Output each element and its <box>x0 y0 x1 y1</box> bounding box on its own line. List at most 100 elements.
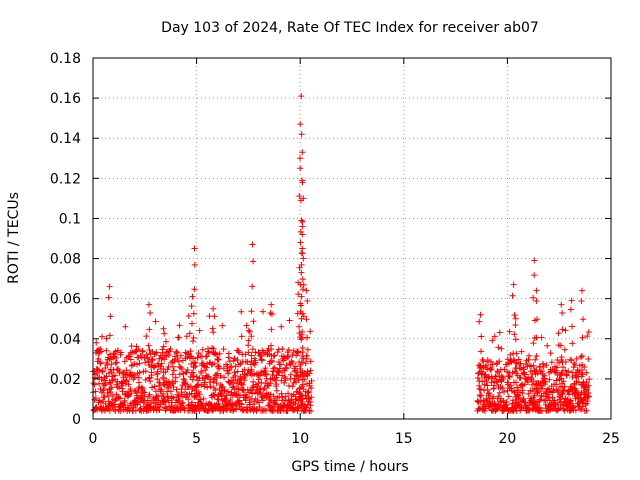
data-point <box>478 392 485 399</box>
data-point <box>161 382 168 389</box>
data-point <box>246 328 253 335</box>
data-point <box>154 370 161 377</box>
data-point <box>535 388 542 395</box>
data-point <box>146 391 153 398</box>
data-point <box>228 389 235 396</box>
data-point <box>306 370 313 377</box>
data-point <box>498 345 505 352</box>
data-point <box>513 384 520 391</box>
data-point <box>299 344 306 351</box>
data-point <box>108 384 115 391</box>
data-point <box>213 351 220 358</box>
data-point <box>549 388 556 395</box>
data-point <box>525 374 532 381</box>
data-point <box>572 389 579 396</box>
data-point <box>259 357 266 364</box>
data-point <box>123 367 130 374</box>
data-point <box>146 375 153 382</box>
data-point <box>248 352 255 359</box>
data-point <box>512 315 519 322</box>
data-point <box>285 353 292 360</box>
data-point <box>299 245 306 252</box>
data-point <box>273 387 280 394</box>
data-point <box>561 383 568 390</box>
data-point <box>177 364 184 371</box>
data-point <box>250 258 257 265</box>
data-point <box>215 356 222 363</box>
data-point <box>250 401 257 408</box>
data-point <box>111 353 118 360</box>
data-point <box>237 392 244 399</box>
data-point <box>214 370 221 377</box>
data-point <box>281 379 288 386</box>
data-point <box>278 323 285 330</box>
data-point <box>496 329 503 336</box>
data-point <box>267 309 274 316</box>
data-point <box>298 359 305 366</box>
y-tick-label: 0.16 <box>50 91 81 107</box>
data-point <box>208 344 215 351</box>
data-point <box>579 352 586 359</box>
data-point <box>559 309 566 316</box>
data-point <box>189 293 196 300</box>
data-point <box>122 323 129 330</box>
data-point <box>540 361 547 368</box>
data-point <box>245 337 252 344</box>
data-point <box>107 313 114 320</box>
data-point <box>165 379 172 386</box>
data-point <box>106 370 113 377</box>
data-point <box>308 377 315 384</box>
data-point <box>145 301 152 308</box>
data-point <box>257 372 264 379</box>
data-point <box>509 369 516 376</box>
data-point <box>303 404 310 411</box>
data-point <box>530 377 537 384</box>
data-point <box>135 346 142 353</box>
data-point <box>494 368 501 375</box>
data-point <box>238 401 245 408</box>
data-point <box>308 407 315 414</box>
data-point <box>558 391 565 398</box>
data-point <box>113 359 120 366</box>
data-point <box>185 312 192 319</box>
data-point <box>138 384 145 391</box>
data-point <box>207 383 214 390</box>
data-point <box>562 367 569 374</box>
data-point <box>214 396 221 403</box>
data-point <box>305 395 312 402</box>
data-point <box>268 358 275 365</box>
data-point <box>273 381 280 388</box>
data-point <box>273 374 280 381</box>
data-point <box>245 349 252 356</box>
data-point <box>569 340 576 347</box>
data-point <box>294 388 301 395</box>
data-point <box>221 374 228 381</box>
data-point <box>294 369 301 376</box>
data-point <box>210 329 217 336</box>
data-point <box>565 368 572 375</box>
data-point <box>250 318 257 325</box>
data-point <box>111 372 118 379</box>
data-point <box>299 383 306 390</box>
data-point <box>251 370 258 377</box>
data-point <box>114 347 121 354</box>
data-point <box>131 374 138 381</box>
data-point <box>580 316 587 323</box>
data-point <box>300 255 307 262</box>
data-point <box>142 368 149 375</box>
data-point <box>212 387 219 394</box>
data-point <box>151 383 158 390</box>
data-point <box>179 400 186 407</box>
data-point <box>521 381 528 388</box>
data-point <box>538 334 545 341</box>
data-point <box>167 388 174 395</box>
data-point <box>231 355 238 362</box>
data-point <box>211 360 218 367</box>
data-point <box>578 389 585 396</box>
data-point <box>147 404 154 411</box>
data-point <box>139 347 146 354</box>
data-point <box>299 328 306 335</box>
data-point <box>172 378 179 385</box>
data-point <box>268 326 275 333</box>
data-point <box>298 269 305 276</box>
